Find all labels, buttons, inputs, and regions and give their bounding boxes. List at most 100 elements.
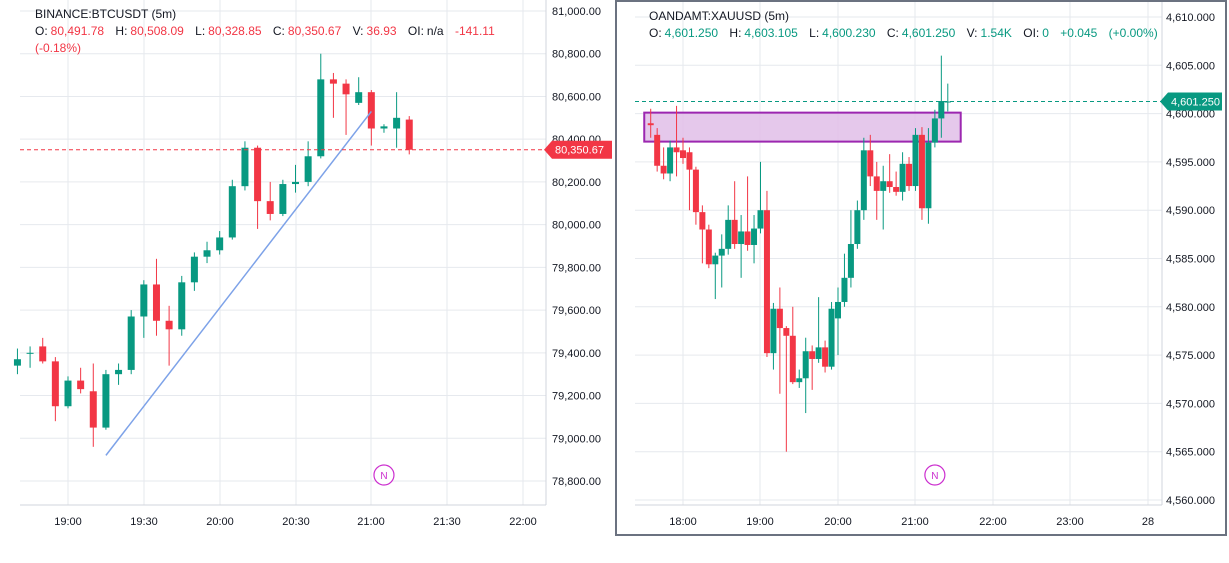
candle-body: [757, 210, 764, 229]
candle-body: [89, 391, 97, 428]
time-tick-label: 19:00: [54, 516, 82, 528]
candle-body: [660, 165, 667, 174]
candle-body: [712, 255, 719, 265]
candle-body: [731, 219, 738, 245]
btc-chart-canvas[interactable]: 81,000.0080,800.0080,600.0080,400.0080,2…: [0, 0, 612, 538]
ohlc-label: H:: [115, 24, 128, 38]
candle-body: [744, 231, 751, 245]
price-tick-label: 4,565.000: [1166, 447, 1215, 459]
ohlc-value: 4,600.230: [822, 26, 876, 40]
last-price-tag-text: 4,601.250: [1171, 97, 1220, 109]
candle-body: [738, 231, 745, 245]
price-tick-label: 4,560.000: [1166, 495, 1215, 507]
xau-symbol-title: OANDAMT:XAUUSD (5m): [649, 9, 790, 23]
btc-chart-panel[interactable]: 81,000.00 80,800.00 80,600.00 80,400.00 80,2…: [0, 0, 612, 538]
ohlc-value: n/a: [426, 24, 444, 38]
candle-body: [39, 346, 47, 362]
last-price-tag-text: 80,350.67: [555, 145, 604, 157]
time-tick-label: 20:00: [824, 516, 852, 528]
ohlc-label: L:: [195, 24, 206, 38]
candle-body: [944, 101, 951, 103]
candle-body: [178, 282, 186, 330]
candle-body: [355, 92, 363, 103]
candle-body: [718, 248, 725, 256]
candle-body: [686, 152, 693, 170]
candle-body: [873, 176, 880, 191]
news-badge: [373, 464, 395, 486]
candle-body: [380, 126, 388, 129]
last-price-tag: [544, 140, 612, 159]
ohlc-label: O:: [649, 26, 662, 40]
news-badge: [924, 464, 946, 486]
candle-body: [906, 163, 913, 187]
ohlc-value: 4,601.250: [901, 26, 956, 40]
trend-line: [105, 110, 372, 456]
candle-body: [796, 378, 803, 383]
price-tick-label: 4,605.000: [1166, 60, 1215, 72]
btc-ohlc-row: O: 80,491.78 H: 80,508.09 L: 80,328.85 C: 80…: [35, 23, 503, 39]
price-tick-label: 80,600.00: [552, 91, 601, 103]
candle-body: [667, 147, 674, 174]
xau-chart-canvas[interactable]: 4,610.000 4,605.000 4,600.000 4,595.000 4,59…: [617, 2, 1225, 534]
ohlc-label: V:: [966, 26, 978, 40]
price-tick-label: 4,575.000: [1166, 350, 1215, 362]
ohlc-label: OI:: [1023, 26, 1040, 40]
candle-body: [654, 134, 661, 166]
candle-body: [912, 134, 919, 187]
xau-change-pct: (+0.00%): [1108, 26, 1158, 40]
candle-body: [893, 187, 900, 192]
xau-chart-panel[interactable]: 4,610.000 4,605.000 4,600.000 4,595.000 4,59…: [615, 0, 1227, 536]
candle-body: [925, 142, 932, 209]
ohlc-value: 80,350.67: [287, 24, 342, 38]
candle-body: [828, 308, 835, 367]
price-tick-label: 4,595.000: [1166, 157, 1215, 169]
candle-body: [931, 118, 938, 143]
candle-body: [405, 119, 413, 150]
candle-body: [776, 308, 783, 329]
price-tick-label: 4,570.000: [1166, 398, 1215, 410]
time-tick-label: 21:00: [901, 516, 929, 528]
ohlc-label: C:: [272, 24, 285, 38]
price-tick-label: 81,000.00: [552, 6, 601, 18]
ohlc-label: O:: [35, 24, 48, 38]
candle-body: [841, 277, 848, 302]
candle-body: [127, 316, 135, 370]
candle-body: [809, 351, 816, 359]
candle-body: [266, 201, 274, 214]
candle-body: [329, 79, 337, 84]
price-tick-label: 4,585.000: [1166, 254, 1215, 266]
candle-body: [216, 237, 224, 251]
candle-body: [673, 147, 680, 153]
ohlc-label: OI:: [407, 24, 424, 38]
time-tick-label: 18:00: [669, 516, 697, 528]
ohlc-value: 36.93: [366, 24, 397, 38]
price-tick-label: 79,400.00: [552, 348, 601, 360]
candle-body: [647, 123, 654, 126]
price-tick-label: 79,600.00: [552, 305, 601, 317]
candle-body: [886, 181, 893, 188]
candle-body: [342, 83, 350, 95]
price-tick-label: 79,200.00: [552, 391, 601, 403]
ohlc-value: 0: [1042, 26, 1049, 40]
btc-change-pct: (-0.18%): [35, 41, 82, 55]
candle-body: [770, 308, 777, 354]
candle-body: [802, 351, 809, 379]
candle-body: [705, 229, 712, 265]
candle-body: [26, 352, 34, 354]
ohlc-value: 80,328.85: [208, 24, 262, 38]
time-tick-label: 22:00: [509, 516, 537, 528]
time-tick-label: 20:30: [282, 516, 310, 528]
candle-body: [367, 92, 375, 129]
price-tick-label: 79,000.00: [552, 433, 601, 445]
ohlc-value: 1.54K: [980, 26, 1012, 40]
price-tick-label: 78,800.00: [552, 476, 601, 488]
candle-body: [854, 210, 861, 245]
ohlc-value: 80,508.09: [130, 24, 184, 38]
price-tick-label: 80,800.00: [552, 49, 601, 61]
news-badge-text: N: [931, 471, 938, 482]
candle-body: [789, 335, 796, 383]
xau-change: +0.045: [1060, 26, 1098, 40]
candle-body: [725, 219, 732, 249]
candle-body: [763, 210, 770, 354]
time-tick-label: 22:00: [979, 516, 1007, 528]
